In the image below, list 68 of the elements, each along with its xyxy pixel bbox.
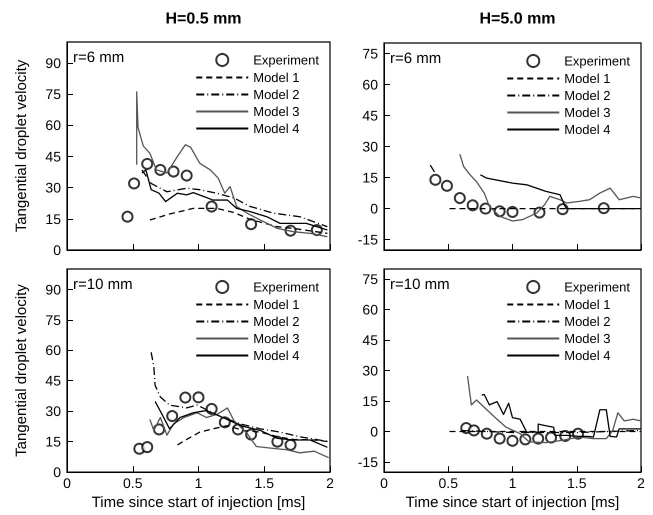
x-tick-label: 0.5 [123, 475, 143, 492]
y-tick-label: 30 [362, 362, 378, 379]
y-tick-label: 60 [45, 342, 62, 358]
y-tick-label: 75 [45, 312, 62, 328]
y-tick-label: 0 [370, 200, 378, 217]
y-tick-label: 75 [362, 45, 378, 62]
y-tick-label: 60 [362, 76, 378, 92]
y-axis-title: Tangential droplet velocity [13, 284, 30, 457]
y-tick-label: 45 [362, 107, 378, 124]
y-tick-label: 60 [362, 302, 378, 318]
x-tick-label: 1.5 [254, 475, 274, 492]
legend-label: Model 1 [564, 297, 610, 312]
y-tick-label: 0 [370, 423, 378, 440]
x-tick-label: 1.5 [567, 475, 587, 492]
y-tick-label: 45 [45, 148, 62, 164]
annotation: r=10 mm [390, 276, 450, 293]
y-tick-label: 0 [53, 242, 62, 258]
legend-label: Model 4 [253, 348, 300, 363]
legend-label: Model 3 [564, 105, 610, 120]
y-tick-label: 45 [45, 372, 62, 389]
legend-label: Model 2 [564, 88, 610, 103]
y-tick-label: -15 [358, 232, 378, 248]
y-axis-title: Tangential droplet velocity [13, 59, 30, 232]
y-tick-label: 15 [362, 393, 378, 410]
legend-label: Model 1 [253, 297, 300, 312]
y-tick-label: 15 [362, 170, 378, 186]
legend-label: Model 3 [253, 331, 300, 346]
y-tick-label: 45 [362, 332, 378, 348]
y-tick-label: 30 [45, 180, 62, 196]
legend-label: Model 3 [253, 104, 300, 119]
legend-label: Model 2 [253, 314, 300, 329]
legend-label: Model 4 [564, 348, 610, 363]
legend-label: Model 1 [253, 70, 300, 85]
annotation: r=6 mm [390, 50, 442, 67]
legend-label: Experiment [564, 280, 630, 294]
legend-label: Model 2 [564, 314, 610, 329]
legend-label: Model 4 [564, 122, 610, 137]
y-tick-label: -15 [358, 454, 378, 470]
x-tick-label: 1 [508, 475, 517, 492]
annotation: r=6 mm [73, 49, 124, 66]
x-tick-label: 1 [194, 475, 203, 492]
y-tick-label: 0 [53, 464, 62, 480]
x-tick-label: 0.5 [438, 475, 458, 492]
x-tick-label: 2 [326, 475, 334, 492]
legend-label: Experiment [564, 54, 630, 68]
y-tick-label: 75 [45, 86, 62, 102]
chart-title: H=0.5 mm [165, 10, 242, 28]
legend-label: Experiment [253, 52, 320, 68]
legend-label: Model 4 [253, 121, 300, 136]
legend-label: Model 3 [564, 331, 610, 346]
y-tick-label: 90 [45, 281, 62, 298]
y-tick-label: 30 [45, 403, 62, 420]
y-tick-label: 30 [362, 138, 378, 154]
legend-label: Model 2 [253, 87, 300, 102]
y-tick-label: 90 [45, 54, 62, 71]
x-tick-label: 0 [380, 475, 388, 492]
x-tick-label: 2 [637, 475, 646, 492]
x-axis-title: Time since start of injection [ms] [406, 494, 620, 511]
y-tick-label: 15 [45, 434, 62, 450]
legend-label: Model 1 [564, 71, 610, 86]
x-axis-title: Time since start of injection [ms] [92, 494, 306, 511]
legend-label: Experiment [253, 280, 320, 294]
y-tick-label: 15 [45, 210, 62, 227]
chart-title: H=5.0 mm [479, 10, 556, 28]
y-tick-label: 75 [362, 271, 378, 288]
x-tick-label: 0 [63, 475, 72, 492]
y-tick-label: 60 [45, 117, 62, 134]
annotation: r=10 mm [73, 276, 133, 293]
